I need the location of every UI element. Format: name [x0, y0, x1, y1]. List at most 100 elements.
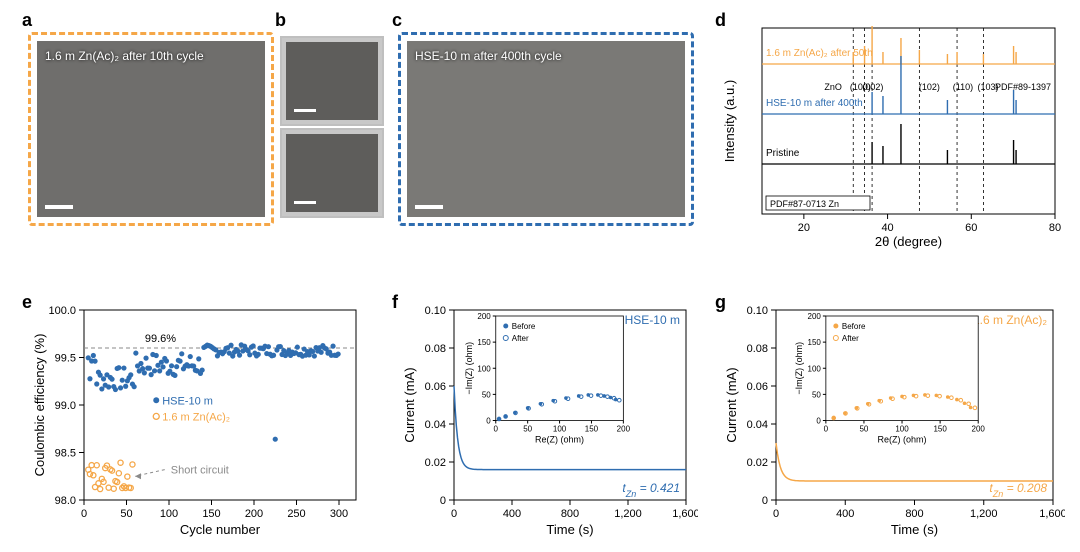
svg-text:200: 200	[245, 508, 263, 520]
panel-label-a: a	[22, 10, 32, 31]
svg-text:1,600: 1,600	[1039, 508, 1065, 520]
svg-text:Re(Z) (ohm): Re(Z) (ohm)	[878, 435, 927, 445]
svg-text:After: After	[512, 334, 529, 343]
svg-text:0.06: 0.06	[747, 381, 768, 393]
xrd-plot: 20 40 60 80 2θ (degree) Intensity (a.u.) ZnO (1…	[720, 20, 1065, 250]
svg-text:1,200: 1,200	[970, 508, 998, 520]
panel-label-c: c	[392, 10, 402, 31]
sem-c-caption: HSE-10 m after 400th cycle	[415, 49, 562, 63]
svg-text:Re(Z) (ohm): Re(Z) (ohm)	[535, 435, 584, 445]
svg-text:400: 400	[836, 508, 854, 520]
svg-text:2θ (degree): 2θ (degree)	[875, 234, 942, 249]
svg-text:ZnO: ZnO	[824, 82, 842, 92]
svg-text:1.6 m Zn(Ac)₂: 1.6 m Zn(Ac)₂	[162, 411, 230, 423]
svg-text:1.6 m Zn(Ac)₂ after 50th: 1.6 m Zn(Ac)₂ after 50th	[766, 48, 873, 59]
svg-text:20: 20	[798, 222, 810, 234]
svg-text:Before: Before	[842, 322, 866, 331]
svg-text:400: 400	[503, 508, 521, 520]
sem-panel-b2	[280, 128, 384, 218]
svg-text:After: After	[842, 334, 859, 343]
svg-text:0: 0	[451, 508, 457, 520]
svg-text:(102): (102)	[919, 82, 940, 92]
scalebar-icon	[294, 109, 316, 112]
svg-text:98.5: 98.5	[55, 448, 76, 460]
svg-text:50: 50	[482, 390, 491, 399]
svg-text:−Im(Z) (ohm): −Im(Z) (ohm)	[794, 342, 804, 395]
scalebar-icon	[294, 201, 316, 204]
panel-label-b: b	[275, 10, 286, 31]
svg-text:Short circuit: Short circuit	[171, 465, 229, 477]
ce-plot: 05010015020025030098.098.599.099.5100.0C…	[28, 300, 368, 540]
svg-text:100.0: 100.0	[48, 305, 76, 317]
current-plot-f: 04008001,2001,60000.020.040.060.080.10Ti…	[398, 300, 698, 540]
svg-text:200: 200	[972, 425, 986, 434]
svg-text:98.0: 98.0	[55, 495, 76, 507]
svg-text:0.10: 0.10	[747, 305, 768, 317]
svg-text:1,200: 1,200	[614, 508, 642, 520]
svg-text:0: 0	[494, 425, 499, 434]
svg-text:100: 100	[477, 364, 491, 373]
svg-text:Current (mA): Current (mA)	[402, 367, 417, 442]
svg-text:100: 100	[895, 425, 909, 434]
svg-text:Before: Before	[512, 322, 536, 331]
svg-text:60: 60	[965, 222, 977, 234]
svg-text:50: 50	[859, 425, 868, 434]
svg-text:300: 300	[330, 508, 348, 520]
svg-text:Coulombic efficiency (%): Coulombic efficiency (%)	[32, 334, 47, 477]
svg-text:PDF#89-1397: PDF#89-1397	[995, 82, 1051, 92]
svg-text:150: 150	[202, 508, 220, 520]
svg-text:150: 150	[933, 425, 947, 434]
svg-text:50: 50	[812, 390, 821, 399]
svg-text:0: 0	[440, 495, 446, 507]
svg-text:0.02: 0.02	[747, 457, 768, 469]
svg-text:HSE-10 m: HSE-10 m	[162, 395, 213, 407]
svg-text:800: 800	[905, 508, 923, 520]
current-plot-g: 0 400 800 1,200 1,600 0 0.02 0.04 0.06 0.08 0.10 Ti…	[720, 300, 1065, 540]
svg-text:50: 50	[523, 425, 532, 434]
svg-text:0.08: 0.08	[425, 343, 446, 355]
svg-text:50: 50	[120, 508, 132, 520]
svg-text:HSE-10 m: HSE-10 m	[625, 313, 680, 327]
svg-text:(110): (110)	[953, 82, 973, 92]
svg-text:0.02: 0.02	[425, 457, 446, 469]
svg-text:200: 200	[617, 425, 631, 434]
svg-text:0.08: 0.08	[747, 343, 768, 355]
svg-text:0: 0	[81, 508, 87, 520]
scalebar-icon	[415, 205, 443, 209]
svg-text:0: 0	[762, 495, 768, 507]
svg-text:0.04: 0.04	[425, 419, 446, 431]
sem-panel-c: HSE-10 m after 400th cycle	[398, 32, 694, 226]
svg-text:0: 0	[816, 417, 821, 426]
svg-text:HSE-10 m after 400th: HSE-10 m after 400th	[766, 98, 863, 109]
svg-text:100: 100	[160, 508, 178, 520]
svg-text:0.04: 0.04	[747, 419, 768, 431]
svg-text:Time (s): Time (s)	[891, 522, 938, 537]
svg-text:Intensity (a.u.): Intensity (a.u.)	[722, 80, 737, 162]
scalebar-icon	[45, 205, 73, 209]
svg-text:1,600: 1,600	[672, 508, 698, 520]
svg-text:100: 100	[553, 425, 567, 434]
sem-panel-a: 1.6 m Zn(Ac)₂ after 10th cycle	[28, 32, 274, 226]
svg-text:Time (s): Time (s)	[546, 522, 593, 537]
svg-text:200: 200	[477, 312, 491, 321]
sem-panel-b1	[280, 36, 384, 126]
svg-text:150: 150	[808, 338, 822, 347]
svg-text:1.6 m Zn(Ac)₂: 1.6 m Zn(Ac)₂	[973, 313, 1047, 327]
svg-text:250: 250	[287, 508, 305, 520]
svg-text:40: 40	[881, 222, 893, 234]
svg-text:99.0: 99.0	[55, 400, 76, 412]
svg-text:PDF#87-0713 Zn: PDF#87-0713 Zn	[770, 199, 839, 209]
svg-text:150: 150	[477, 338, 491, 347]
svg-text:80: 80	[1049, 222, 1061, 234]
svg-text:tZn = 0.421: tZn = 0.421	[622, 481, 680, 499]
svg-text:−Im(Z) (ohm): −Im(Z) (ohm)	[464, 342, 474, 395]
svg-text:Cycle number: Cycle number	[180, 522, 261, 537]
svg-text:(002): (002)	[862, 82, 883, 92]
svg-text:100: 100	[808, 364, 822, 373]
svg-text:800: 800	[561, 508, 579, 520]
svg-text:0: 0	[773, 508, 779, 520]
svg-text:Pristine: Pristine	[766, 148, 800, 159]
svg-text:Current (mA): Current (mA)	[724, 367, 739, 442]
sem-a-caption: 1.6 m Zn(Ac)₂ after 10th cycle	[45, 49, 204, 63]
svg-text:0: 0	[486, 417, 491, 426]
